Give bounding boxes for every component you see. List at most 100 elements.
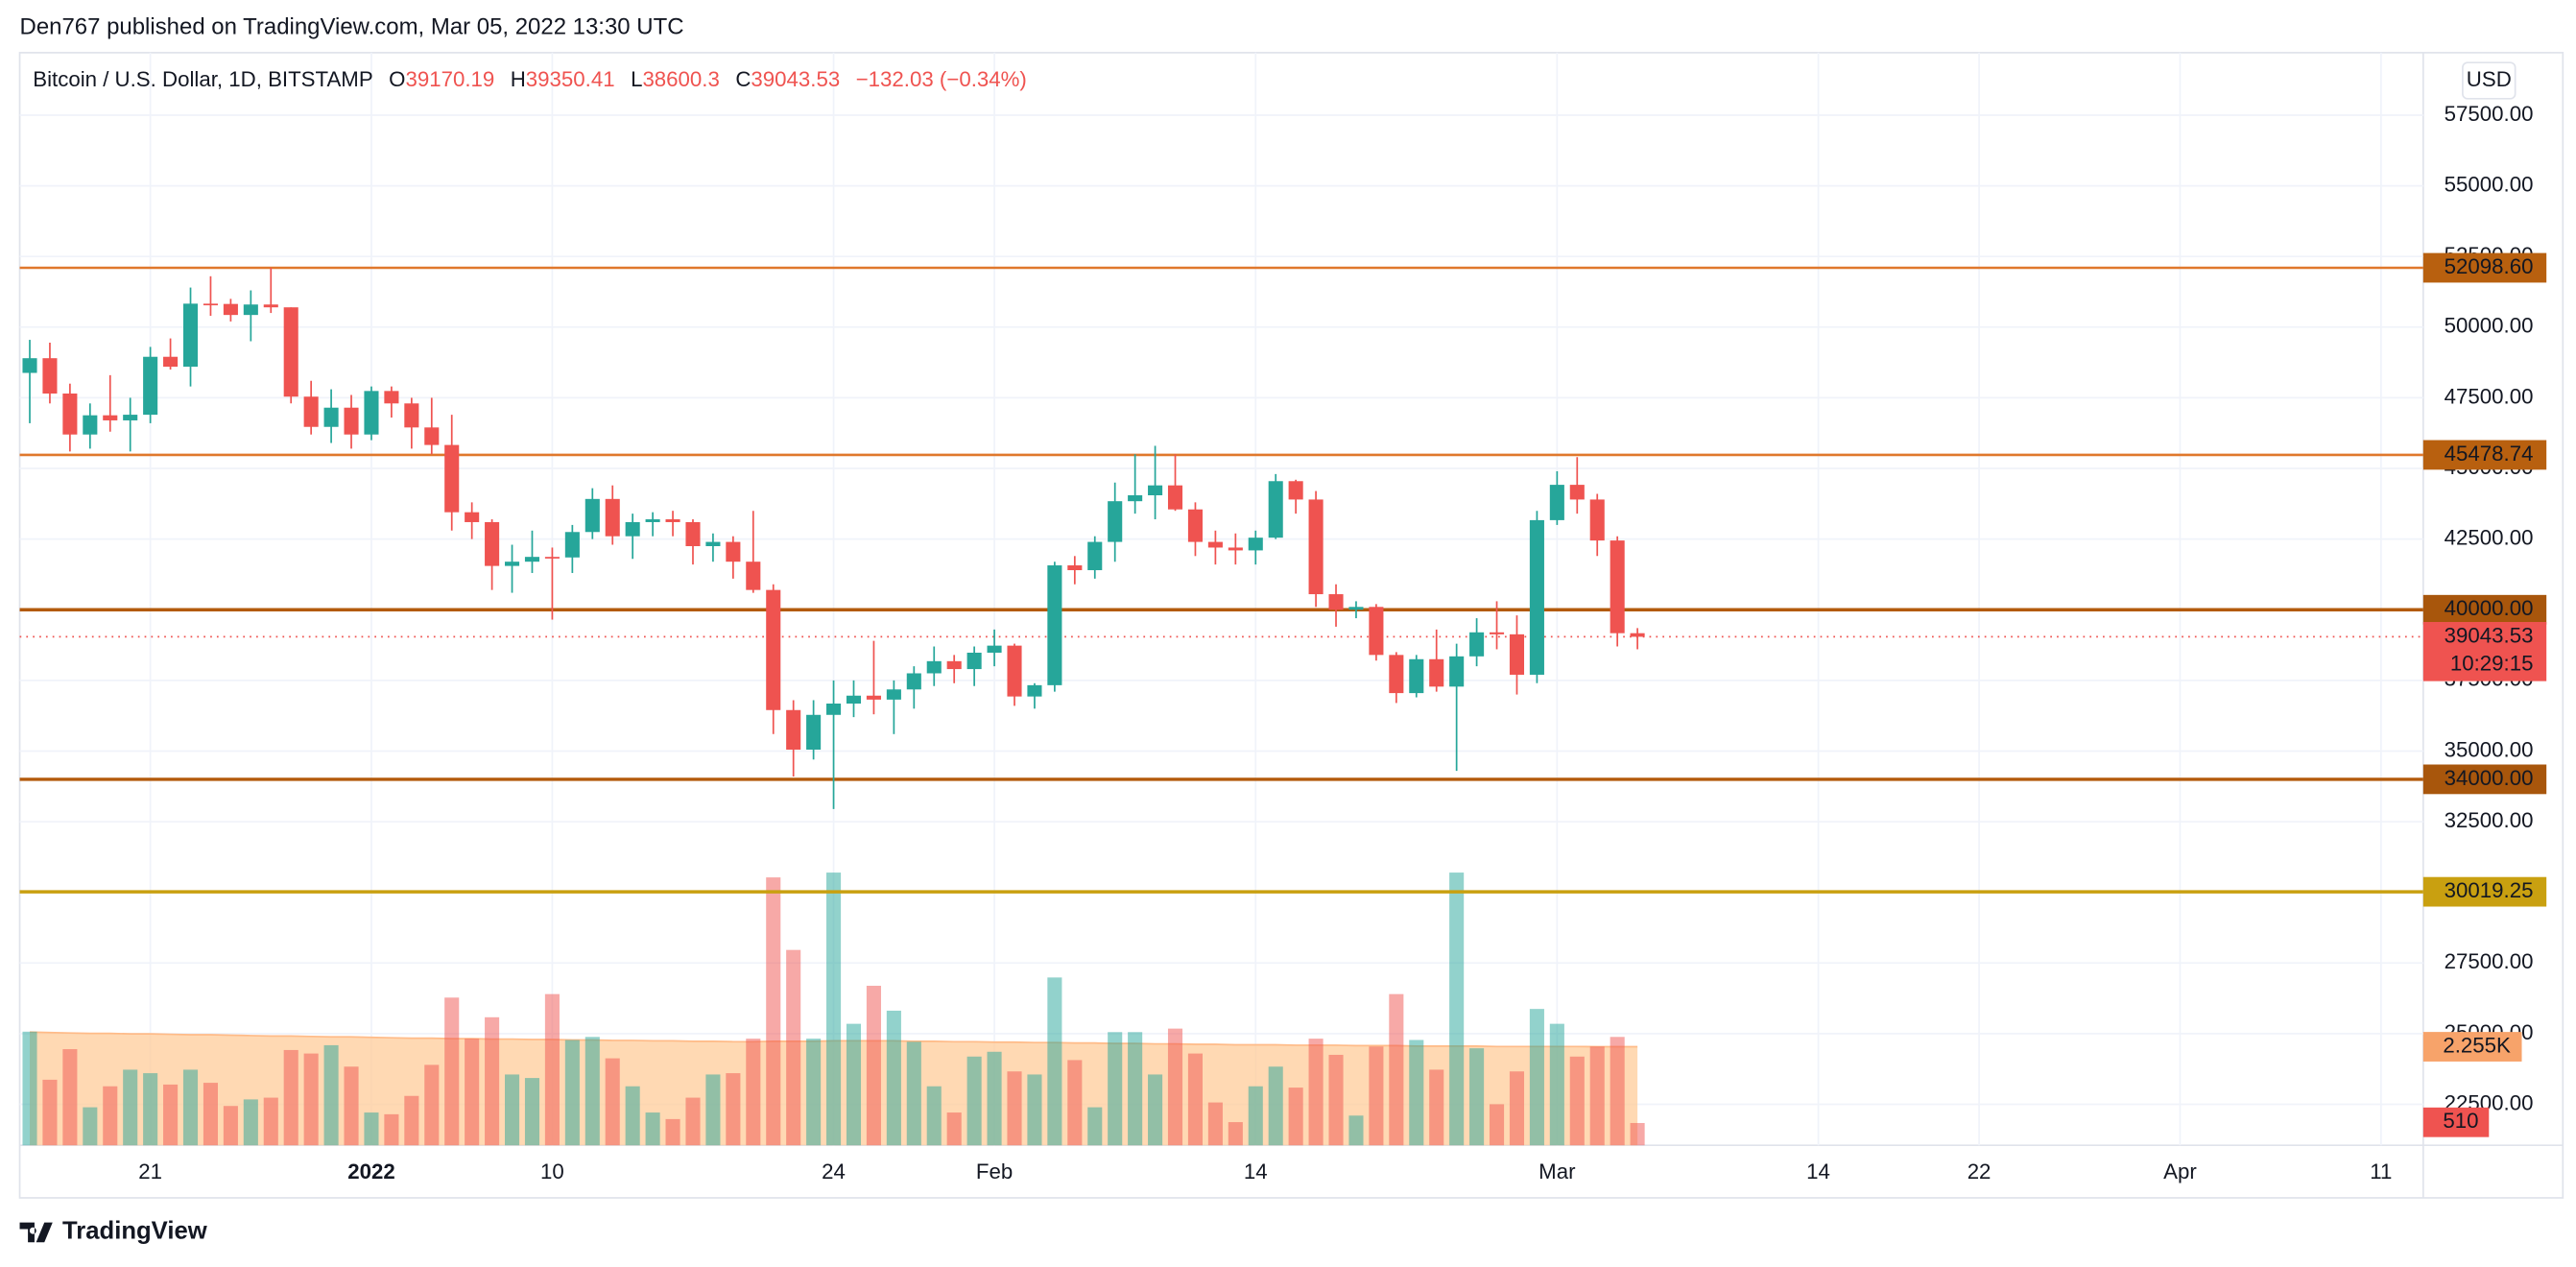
candle-body bbox=[866, 695, 881, 700]
legend-key: O bbox=[389, 67, 405, 91]
volume-bar bbox=[1509, 1071, 1525, 1146]
volume-bar bbox=[364, 1112, 379, 1146]
candle-body bbox=[584, 498, 600, 533]
symbol-title: Bitcoin / U.S. Dollar, 1D, BITSTAMP bbox=[33, 67, 372, 91]
volume-bar bbox=[926, 1086, 942, 1146]
x-tick-label: Feb bbox=[976, 1159, 1013, 1183]
volume-bar bbox=[1228, 1122, 1243, 1146]
x-tick-label: 14 bbox=[1806, 1159, 1830, 1183]
volume-bar bbox=[886, 1010, 901, 1146]
candle-body bbox=[946, 660, 962, 670]
volume-bar bbox=[1489, 1104, 1505, 1146]
volume-bar bbox=[544, 993, 560, 1146]
volume-bar bbox=[344, 1066, 359, 1146]
candle-body bbox=[384, 391, 399, 404]
currency-button[interactable] bbox=[2462, 61, 2516, 100]
candle-body bbox=[926, 660, 942, 674]
legend: Bitcoin / U.S. Dollar, 1D, BITSTAMP O391… bbox=[33, 67, 1027, 91]
volume-pane bbox=[22, 873, 1645, 1146]
volume-bar bbox=[1308, 1039, 1324, 1146]
y-tick-label: 27500.00 bbox=[2445, 949, 2534, 973]
volume-bar bbox=[746, 1039, 761, 1146]
volume-bar bbox=[1549, 1023, 1564, 1146]
level-label-box bbox=[2422, 440, 2547, 470]
volume-bar bbox=[1268, 1066, 1283, 1146]
volume-bar bbox=[505, 1074, 520, 1146]
level-label-box bbox=[2422, 594, 2547, 625]
legend-open: 39170.19 bbox=[405, 67, 494, 91]
x-tick-label: Mar bbox=[1538, 1159, 1576, 1183]
volume-bar bbox=[1148, 1074, 1163, 1146]
candle-body bbox=[705, 541, 721, 546]
volume-bar bbox=[22, 1031, 37, 1146]
candle-body bbox=[846, 695, 862, 704]
axes: 22500.0025000.0027500.0030000.0032500.00… bbox=[138, 102, 2547, 1183]
volume-bar bbox=[485, 1016, 500, 1146]
volume-bar bbox=[987, 1051, 1002, 1146]
publisher-line: Den767 published on TradingView.com, Mar… bbox=[20, 14, 684, 40]
volume-bar bbox=[1128, 1032, 1143, 1146]
currency-label[interactable]: USD bbox=[2467, 67, 2512, 91]
volume-bar bbox=[303, 1053, 319, 1146]
level-label: 30019.25 bbox=[2445, 878, 2534, 902]
candle-body bbox=[605, 498, 620, 537]
volume-bar bbox=[465, 1039, 480, 1146]
candle-body bbox=[1207, 541, 1223, 548]
volume-bar bbox=[826, 873, 842, 1146]
last-price-label: 39043.53 bbox=[2445, 623, 2534, 647]
candle-body bbox=[404, 403, 419, 428]
volume-bar bbox=[404, 1095, 419, 1146]
volume-bar bbox=[605, 1058, 620, 1146]
candle-body bbox=[62, 393, 78, 435]
volume-bar bbox=[444, 997, 460, 1146]
volume-bar bbox=[906, 1041, 921, 1146]
level-label: 45478.74 bbox=[2445, 442, 2534, 466]
volume-bar bbox=[1529, 1009, 1544, 1146]
candle-body bbox=[726, 541, 741, 562]
candle-body bbox=[1429, 658, 1444, 687]
volume-bar bbox=[1328, 1054, 1344, 1146]
volume-bar bbox=[243, 1099, 258, 1146]
candle-body bbox=[344, 407, 359, 435]
volume-last-box bbox=[2422, 1107, 2490, 1137]
candle-body bbox=[826, 703, 842, 715]
candle-body bbox=[1549, 485, 1564, 520]
y-tick-label: 35000.00 bbox=[2445, 737, 2534, 761]
volume-bar bbox=[1087, 1107, 1103, 1146]
legend-close: 39043.53 bbox=[751, 67, 840, 91]
candle-body bbox=[42, 358, 58, 394]
candle-body bbox=[143, 356, 158, 416]
volume-bar bbox=[182, 1069, 199, 1146]
candles bbox=[22, 267, 1645, 809]
level-label: 40000.00 bbox=[2445, 596, 2534, 620]
candle-body bbox=[303, 396, 319, 427]
candle-body bbox=[746, 562, 761, 590]
volume-bar bbox=[946, 1112, 962, 1146]
volume-bar bbox=[263, 1097, 278, 1146]
legend-change: −132.03 (−0.34%) bbox=[856, 67, 1027, 91]
candle-body bbox=[906, 673, 921, 690]
level-label-box bbox=[2422, 764, 2547, 795]
y-tick-label: 55000.00 bbox=[2445, 172, 2534, 196]
candle-body bbox=[1469, 632, 1485, 657]
y-tick-label: 47500.00 bbox=[2445, 384, 2534, 408]
candle-body bbox=[1007, 645, 1022, 697]
candle-body bbox=[1248, 538, 1263, 551]
volume-bar bbox=[1187, 1053, 1203, 1146]
candle-body bbox=[1409, 658, 1424, 694]
candle-body bbox=[524, 557, 540, 562]
volume-bar bbox=[143, 1073, 158, 1146]
candle-body bbox=[182, 303, 199, 368]
volume-bar bbox=[384, 1113, 399, 1146]
volume-bar bbox=[584, 1037, 600, 1146]
y-tick-label: 32500.00 bbox=[2445, 808, 2534, 832]
volume-bar bbox=[1007, 1071, 1022, 1146]
volume-bar bbox=[1248, 1086, 1263, 1146]
candle-body bbox=[685, 521, 701, 546]
candle-body bbox=[1489, 632, 1505, 634]
volume-bar bbox=[223, 1106, 238, 1146]
volume-bar bbox=[1469, 1048, 1485, 1146]
volume-bar bbox=[1409, 1040, 1424, 1146]
candle-body bbox=[283, 307, 298, 397]
